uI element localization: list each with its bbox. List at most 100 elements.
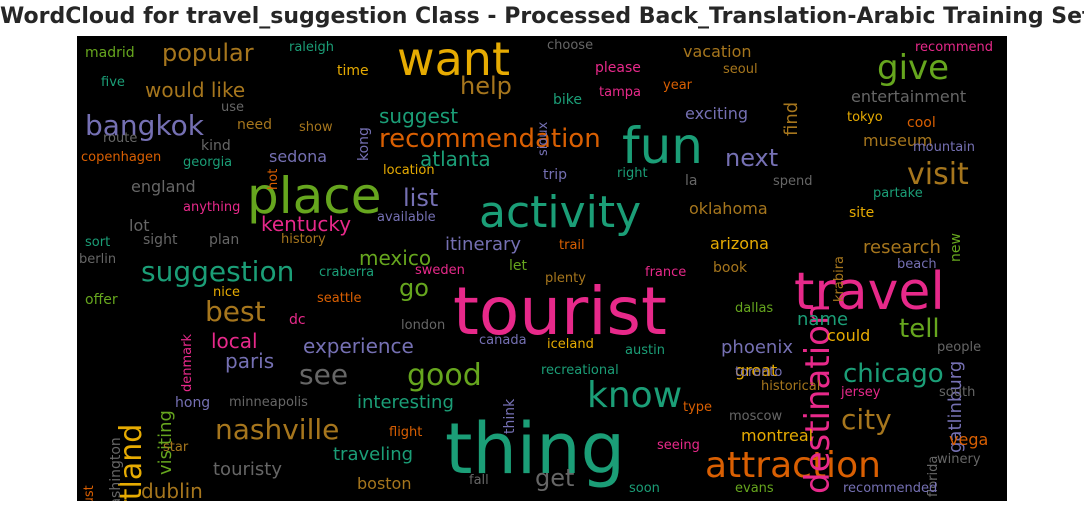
word-beach: beach [897,257,937,272]
word-suggestion: suggestion [141,255,295,288]
word-book: book [713,260,748,276]
word-next: next [725,144,779,172]
word-let: let [509,258,527,274]
word-trip: trip [543,167,568,183]
word-dallas: dallas [735,301,774,316]
word-please: please [595,60,641,76]
word-recommend: recommend [915,40,993,55]
word-go: go [399,274,429,302]
word-traveling: traveling [333,444,414,465]
word-hot: hot [266,168,281,191]
word-soon: soon [629,481,660,496]
word-entertainment: entertainment [851,87,967,106]
word-flight: flight [389,425,423,440]
word-sight: sight [143,232,178,248]
word-recommended: recommended [843,481,938,496]
word-people: people [937,340,982,355]
word-place: place [247,167,382,225]
word-dc: dc [289,312,306,328]
word-sedona: sedona [269,147,328,166]
word-anything: anything [183,200,241,215]
word-museum: museum [863,131,933,150]
word-raleigh: raleigh [289,40,335,55]
word-plan: plan [209,232,240,248]
word-south: south [939,385,976,400]
word-give: give [877,48,950,88]
word-sioux: sioux [536,122,551,157]
word-attraction: attraction [705,445,881,486]
wordcloud-canvas: tourist thing travel fun activity place want at… [77,36,1007,501]
word-france: france [645,265,687,280]
word-plenty: plenty [545,271,586,286]
word-route: route [103,131,138,146]
word-experience: experience [303,334,414,358]
word-toronto: toronto [735,365,783,380]
word-denmark: denmark [180,334,195,393]
word-research: research [863,237,941,258]
word-oklahoma: oklahoma [689,199,768,218]
word-suggest: suggest [379,104,459,128]
word-trail: trail [559,238,585,253]
word-sweden: sweden [415,263,465,278]
word-minneapolis: minneapolis [229,395,308,410]
word-georgia: georgia [183,155,233,170]
word-evans: evans [735,481,774,496]
word-seeing: seeing [657,438,700,453]
word-lot: lot [129,216,150,235]
word-london: london [401,318,446,333]
word-must: must [82,485,97,501]
word-think: think [502,399,518,435]
word-tokyo: tokyo [847,110,883,125]
word-know: know [587,375,683,416]
word-kind: kind [201,138,231,154]
word-tourist: tourist [453,273,667,350]
word-new: new [948,233,964,263]
word-bike: bike [553,92,582,108]
word-bangkok: bangkok [85,109,205,142]
word-vega: vega [949,430,989,449]
word-choose: choose [547,38,594,53]
word-copenhagen: copenhagen [81,150,162,165]
word-history: history [281,232,326,247]
word-best: best [205,295,266,328]
word-location: location [383,163,435,178]
word-offer: offer [85,292,118,308]
word-cool: cool [907,115,936,131]
word-could: could [827,326,871,345]
word-find: find [781,101,802,136]
word-hong: hong [175,395,211,411]
word-paris: paris [225,349,275,373]
word-atlanta: atlanta [420,147,491,171]
word-time: time [337,63,369,79]
word-madrid: madrid [85,45,135,61]
word-interesting: interesting [357,392,454,413]
word-need: need [237,117,272,133]
word-seoul: seoul [723,62,758,77]
word-recreational: recreational [541,363,619,378]
word-site: site [849,205,875,221]
word-spend: spend [773,174,813,189]
word-nashville: nashville [215,413,340,446]
word-itinerary: itinerary [445,234,522,255]
word-recommendation: recommendation [379,124,601,154]
word-winery: winery [937,452,981,467]
word-historical: historical [761,379,821,394]
word-would-like: would like [145,78,246,102]
word-canada: canada [479,333,527,348]
word-local: local [211,329,258,353]
word-tell: tell [899,314,940,344]
word-five: five [101,75,125,90]
word-fall: fall [469,473,489,488]
wordcloud-title: WordCloud for travel_suggestion Class - … [0,4,1084,29]
word-berlin: berlin [79,252,117,267]
word-show: show [299,120,333,135]
word-jersey: jersey [841,385,881,400]
word-england: england [131,177,196,196]
word-boston: boston [357,474,412,493]
word-nice: nice [213,285,240,300]
word-krabira: krabira [832,256,847,303]
word-list: list [403,184,439,212]
word-fun: fun [622,117,703,175]
word-mexico: mexico [359,246,432,270]
word-craberra: craberra [319,265,375,280]
